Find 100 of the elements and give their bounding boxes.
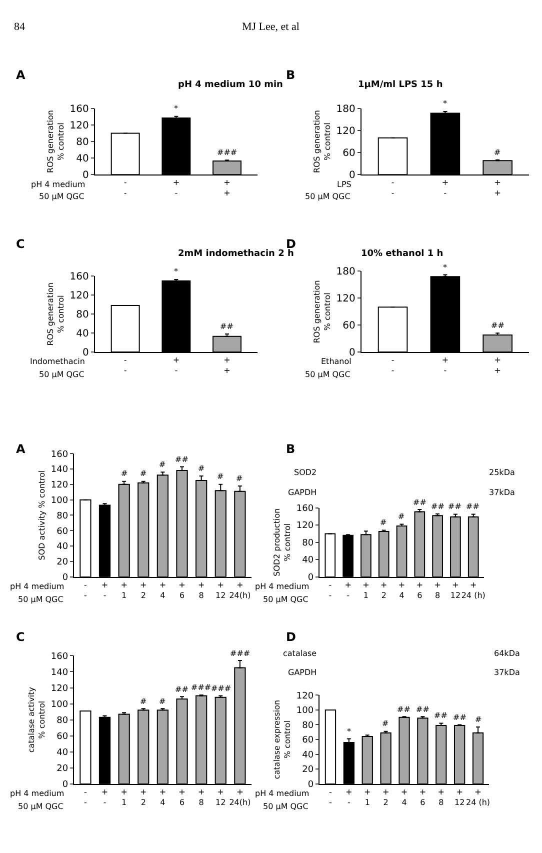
x-tick-label: + 2: [140, 580, 147, 600]
y-tick-label: 60: [302, 736, 314, 746]
text: Indomethacin: [30, 357, 85, 366]
x-tick-label: + 4: [159, 787, 166, 807]
y-tick-label: 0: [308, 780, 314, 790]
text: D: [286, 630, 296, 644]
x-tick-label: + 6: [178, 787, 186, 807]
y-tick-label: 20: [56, 558, 68, 568]
x-tick-label: + 12: [454, 787, 465, 807]
y-tick-label: 20: [56, 764, 68, 774]
text: 37kDa: [494, 668, 520, 677]
x-tick-label: + 24 (h): [461, 580, 486, 600]
text: pH 4 medium: [10, 789, 64, 798]
y-axis-title: catalase activity % control: [27, 686, 47, 753]
x-tick-label: - -: [391, 356, 394, 376]
text: 25kDa: [489, 468, 515, 477]
chart-title: pH 4 medium 10 min: [178, 80, 283, 90]
x-tick-label: + 1: [364, 787, 371, 807]
text: 50 µM QGC: [305, 192, 351, 201]
x-tick-label: + -: [344, 580, 352, 600]
x-tick-label: + +: [224, 178, 230, 198]
x-tick-label: + 1: [120, 787, 128, 807]
text: C: [16, 237, 25, 251]
y-tick-label: 160: [296, 504, 314, 514]
data-label: #: [380, 518, 387, 527]
text: pH 4 medium: [10, 582, 64, 591]
x-tick-label: + -: [101, 787, 108, 807]
text: 37kDa: [489, 488, 515, 497]
x-tick-label: + 24 (h): [466, 787, 490, 807]
text: 50 µM QGC: [39, 370, 85, 379]
y-tick-label: 160: [50, 450, 68, 460]
data-label: ##: [397, 705, 411, 714]
x-tick-label: - -: [84, 787, 88, 807]
y-tick-label: 160: [70, 272, 89, 283]
data-label: #: [217, 472, 224, 481]
x-tick-label: + 2: [380, 580, 388, 600]
x-tick-label: + +: [224, 356, 230, 376]
x-tick-label: + 12: [216, 580, 226, 600]
x-tick-label: + 12: [450, 580, 461, 600]
x-tick-label: + 2: [382, 787, 390, 807]
data-label: *: [347, 727, 351, 736]
y-tick-label: 100: [50, 700, 68, 710]
data-label: ##: [220, 322, 234, 331]
data-label: ###: [217, 148, 238, 157]
data-label: ##: [413, 498, 427, 507]
data-label: #: [236, 474, 243, 483]
text: A: [16, 442, 26, 456]
data-label: #: [159, 697, 166, 706]
text: 50 µM QGC: [18, 595, 64, 604]
text: 64kDa: [494, 649, 520, 658]
data-label: ###: [230, 649, 250, 658]
x-tick-label: + 24(h): [229, 580, 251, 600]
y-tick-label: 0: [82, 170, 89, 182]
y-axis-title: ROS generation % control: [312, 280, 332, 344]
x-tick-label: + 8: [438, 787, 444, 807]
y-tick-label: 120: [70, 120, 89, 132]
chart-title: 10% ethanol 1 h: [361, 249, 444, 259]
data-label: ##: [466, 502, 480, 511]
data-label: ##: [448, 502, 462, 511]
y-tick-label: 60: [56, 526, 68, 537]
y-tick-label: 100: [50, 496, 68, 506]
x-tick-label: + 12: [216, 787, 226, 807]
y-tick-label: 160: [50, 652, 68, 662]
text: 84: [14, 21, 26, 33]
x-tick-label: + -: [442, 356, 449, 376]
chart-title: 1µM/ml LPS 15 h: [358, 80, 443, 90]
data-label: *: [443, 263, 447, 272]
x-tick-label: + 8: [198, 580, 205, 600]
x-tick-label: + -: [172, 356, 180, 376]
y-tick-label: 160: [70, 104, 89, 116]
y-tick-label: 40: [76, 328, 89, 340]
y-axis-title: SOD activity % control: [38, 470, 47, 560]
x-tick-label: + -: [346, 787, 352, 807]
y-axis-title: catalase expression % control: [272, 700, 292, 780]
y-tick-label: 80: [76, 137, 89, 148]
y-tick-label: 140: [50, 465, 68, 476]
x-tick-label: - -: [84, 580, 88, 600]
y-tick-label: 120: [70, 290, 89, 302]
data-label: #: [398, 512, 405, 521]
data-label: ##: [175, 685, 189, 694]
x-tick-label: + -: [101, 580, 108, 600]
data-label: #: [121, 469, 128, 478]
text: LPS: [337, 180, 352, 189]
text: pH 4 medium: [255, 789, 310, 798]
y-tick-label: 120: [50, 480, 68, 491]
y-tick-label: 40: [302, 750, 314, 760]
y-tick-label: 80: [302, 538, 314, 548]
y-tick-label: 40: [76, 154, 89, 165]
y-tick-label: 0: [348, 348, 356, 359]
text: Ethanol: [321, 357, 352, 366]
data-label: #: [140, 469, 147, 478]
data-label: ##: [491, 321, 505, 330]
y-tick-label: 40: [302, 556, 314, 566]
y-tick-label: 80: [56, 716, 68, 726]
text: pH 4 medium: [255, 582, 310, 591]
text: B: [286, 442, 296, 456]
x-tick-label: + 1: [120, 580, 128, 600]
text: 50 µM QGC: [263, 802, 309, 811]
y-tick-label: 0: [308, 572, 314, 583]
x-tick-label: + 2: [140, 787, 147, 807]
